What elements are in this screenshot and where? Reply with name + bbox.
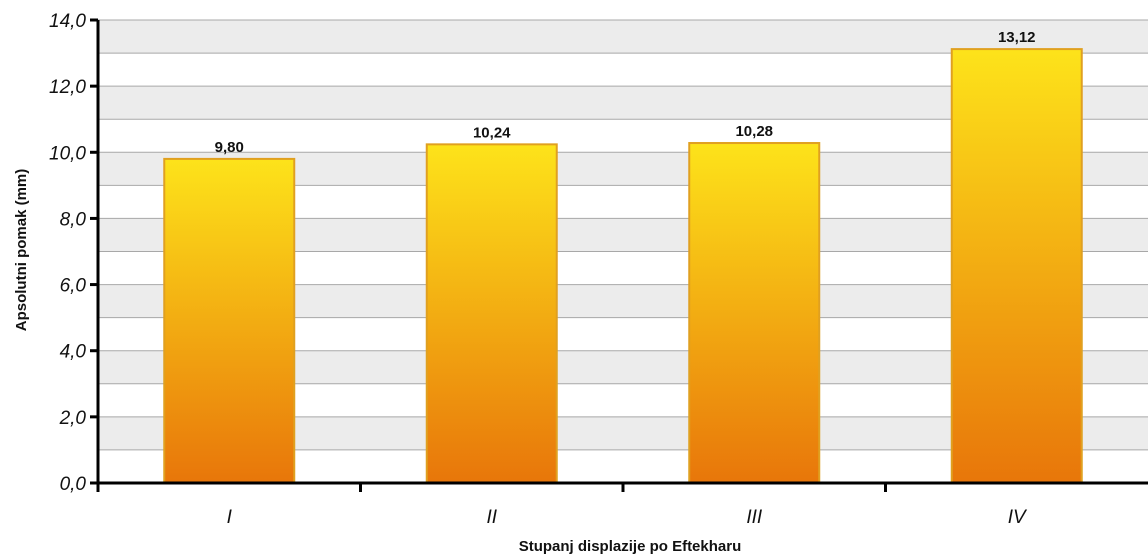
data-label: 13,12 [998,29,1036,46]
data-label: 10,24 [473,124,511,141]
axes [90,18,1148,492]
x-tick-label: II [486,507,497,528]
y-axis-title: Apsolutni pomak (mm) [13,169,30,332]
x-tick-label: IV [1008,507,1028,528]
bar [163,157,296,484]
x-tick-label: III [746,507,763,528]
bar [688,142,821,484]
y-tick-label: 6,0 [60,276,87,297]
y-tick-label: 12,0 [49,77,86,98]
y-tick-label: 14,0 [49,11,86,32]
x-tick-label: I [227,507,233,528]
bar [950,48,1083,485]
labels: 9,80 I 10,24 II 10,28 III 13,12 IV 0,0 2,0 4,0 6,0 8… [49,11,1036,528]
y-tick-label: 4,0 [60,342,87,363]
y-tick-label: 2,0 [59,408,87,429]
data-label: 10,28 [735,123,773,140]
data-label: 9,80 [215,139,244,156]
y-tick-label: 10,0 [49,143,86,164]
y-tick-label: 0,0 [60,474,87,495]
grid-band [98,20,1148,54]
bar [425,143,558,484]
y-tick-label: 8,0 [60,209,87,230]
x-axis-title: Stupanj displazije po Eftekharu [519,538,742,555]
bars [163,48,1083,485]
